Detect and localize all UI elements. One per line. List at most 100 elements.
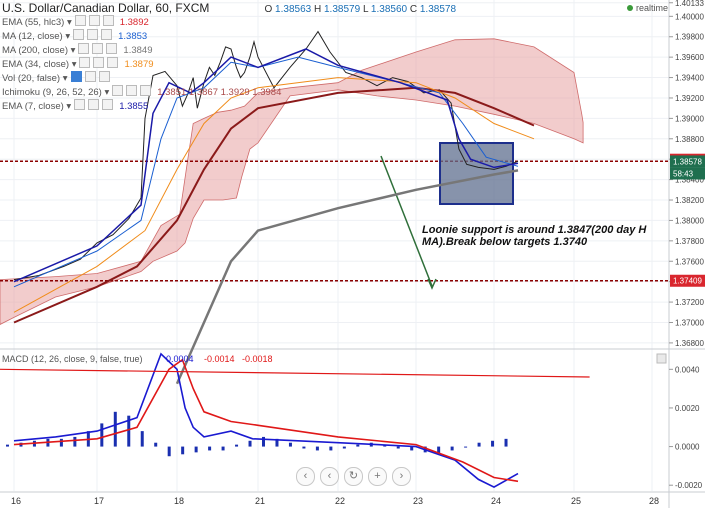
settings-icon[interactable] [87, 29, 99, 40]
macd-histogram-bar [491, 440, 495, 447]
macd-histogram-bar [113, 411, 117, 447]
x-tick-label: 16 [11, 496, 21, 506]
zoom-in-button[interactable]: + [368, 467, 387, 486]
settings-icon[interactable] [88, 99, 100, 110]
indicator-row[interactable]: MA (12, close) ▾ 1.3853 [2, 29, 147, 43]
macd-histogram-bar [275, 438, 279, 447]
y-tick-label: 1.37200 [675, 298, 704, 307]
macd-tick-label: 0.0020 [675, 404, 700, 413]
series-line [175, 169, 519, 385]
y-tick-label: 1.38200 [675, 196, 704, 205]
indicator-row[interactable]: Vol (20, false) ▾ [2, 71, 110, 85]
series-line [13, 48, 519, 283]
close-icon[interactable] [101, 29, 113, 40]
y-tick-label: 1.39600 [675, 53, 704, 62]
symbol-title[interactable]: U.S. Dollar/Canadian Dollar, 60, FXCM [2, 1, 210, 15]
open-value: 1.38563 [275, 4, 312, 15]
y-tick-label: 1.38000 [675, 216, 704, 225]
analysis-note: Loonie support is around 1.3847(200 day … [422, 224, 647, 248]
close-icon[interactable] [107, 57, 119, 68]
close-icon[interactable] [102, 99, 114, 110]
close-value: 1.38578 [419, 4, 457, 15]
y-tick-label: 1.39800 [675, 33, 704, 42]
indicator-value: 1.3851 1.3867 1.3929 1.3984 [157, 87, 282, 98]
price-tag [670, 167, 705, 180]
macd-histogram-bar [302, 446, 306, 449]
macd-histogram-bar [73, 436, 77, 447]
indicator-row[interactable]: EMA (55, hlc3) ▾ 1.3892 [2, 15, 149, 29]
macd-line [13, 352, 519, 489]
price-tag-label: 58:43 [673, 169, 694, 178]
macd-histogram-bar [59, 438, 63, 447]
close-icon[interactable] [102, 15, 114, 26]
scroll-back-button[interactable]: ‹ [296, 467, 315, 486]
macd-histogram-bar [194, 446, 198, 453]
indicator-value: 1.3853 [118, 31, 148, 42]
close-icon[interactable] [140, 85, 152, 96]
settings-icon[interactable] [92, 43, 104, 54]
high-value: 1.38579 [324, 4, 361, 15]
settings-icon[interactable] [93, 57, 105, 68]
macd-histogram-bar [315, 446, 319, 451]
macd-histogram-bar [464, 446, 468, 448]
macd-value: 0.0004 [166, 354, 194, 364]
chart-header: U.S. Dollar/Canadian Dollar, 60, FXCM O … [2, 1, 456, 17]
indicator-row[interactable]: EMA (34, close) ▾ 1.3879 [2, 57, 154, 71]
price-tag [670, 155, 705, 168]
macd-tick-label: 0.0040 [675, 365, 700, 374]
prev-button[interactable]: ‹ [320, 467, 339, 486]
indicator-name[interactable]: Ichimoku (9, 26, 52, 26) ▾ [2, 87, 110, 98]
indicator-name[interactable]: Vol (20, false) ▾ [2, 73, 68, 84]
indicator-row[interactable]: EMA (7, close) ▾ 1.3855 [2, 99, 148, 113]
x-tick-label: 28 [649, 496, 659, 506]
indicator-name[interactable]: EMA (7, close) ▾ [2, 101, 72, 112]
next-button[interactable]: › [392, 467, 411, 486]
series-line [13, 77, 535, 313]
y-tick-label: 1.39000 [675, 114, 704, 123]
eye-icon[interactable] [70, 71, 82, 82]
macd-histogram-bar [208, 446, 212, 451]
indicator-name[interactable]: EMA (55, hlc3) ▾ [2, 17, 72, 28]
eye-icon[interactable] [74, 15, 86, 26]
macd-histogram-bar [140, 431, 144, 447]
macd-histogram-bar [356, 444, 360, 447]
macd-histogram-bar [262, 436, 265, 447]
x-tick-label: 18 [174, 496, 184, 506]
y-tick-label: 1.38800 [675, 135, 704, 144]
macd-histogram-bar [342, 446, 346, 449]
indicator-name[interactable]: MA (200, close) ▾ [2, 45, 76, 56]
target-arrow [380, 155, 433, 287]
macd-histogram-bar [235, 444, 239, 447]
close-icon[interactable] [106, 43, 118, 54]
close-label: C [409, 4, 418, 15]
settings-icon[interactable] [88, 15, 100, 26]
indicator-name[interactable]: EMA (34, close) ▾ [2, 59, 77, 70]
x-tick-label: 25 [571, 496, 581, 506]
indicator-value: 1.3849 [123, 45, 153, 56]
macd-histogram-bar [127, 415, 131, 447]
macd-histogram-bar [167, 446, 171, 457]
eye-icon[interactable] [79, 57, 91, 68]
eye-icon[interactable] [74, 99, 86, 110]
macd-histogram-bar [288, 442, 292, 447]
reset-button[interactable]: ↻ [344, 467, 363, 486]
eye-icon[interactable] [73, 29, 85, 40]
status-text: realtime [636, 3, 669, 13]
eye-icon[interactable] [78, 43, 90, 54]
price-tag-label: 1.38578 [673, 157, 702, 166]
y-tick-label: 1.38400 [675, 176, 704, 185]
eye-icon[interactable] [112, 85, 124, 96]
indicator-row[interactable]: Ichimoku (9, 26, 52, 26) ▾ 1.3851 1.3867 … [2, 85, 281, 99]
status-dot-icon [627, 5, 633, 11]
macd-title: MACD (12, 26, close, 9, false, true) [2, 354, 143, 364]
indicator-name[interactable]: MA (12, close) ▾ [2, 31, 71, 42]
low-value: 1.38560 [370, 4, 408, 15]
series-line [13, 86, 535, 324]
close-icon[interactable] [98, 71, 110, 82]
settings-icon[interactable] [84, 71, 96, 82]
settings-icon[interactable] [126, 85, 138, 96]
macd-info-icon [656, 353, 667, 364]
indicator-row[interactable]: MA (200, close) ▾ 1.3849 [2, 43, 152, 57]
